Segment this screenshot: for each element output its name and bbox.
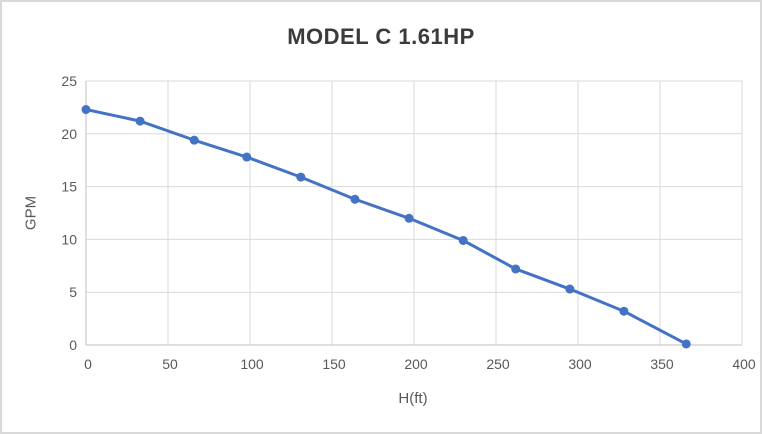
data-line bbox=[84, 108, 688, 346]
data-point-marker bbox=[681, 339, 691, 349]
data-point-marker bbox=[565, 284, 575, 294]
data-point-marker bbox=[189, 135, 199, 145]
x-tick-label: 200 bbox=[404, 356, 428, 372]
data-point-marker bbox=[458, 235, 468, 245]
x-tick-label: 250 bbox=[486, 356, 510, 372]
data-point-marker bbox=[350, 194, 360, 204]
y-tick-label: 0 bbox=[69, 337, 77, 353]
x-tick-label: 100 bbox=[240, 356, 264, 372]
x-tick-label: 400 bbox=[732, 356, 756, 372]
x-tick-label: 0 bbox=[84, 356, 92, 372]
chart-title: MODEL C 1.61HP bbox=[287, 24, 475, 49]
x-tick-label: 150 bbox=[322, 356, 346, 372]
y-tick-label: 5 bbox=[69, 284, 77, 300]
data-point-marker bbox=[404, 213, 414, 223]
y-tick-label: 25 bbox=[61, 73, 77, 89]
x-tick-label: 350 bbox=[650, 356, 674, 372]
data-point-marker bbox=[619, 306, 629, 316]
y-tick-label: 15 bbox=[61, 179, 77, 195]
data-point-marker bbox=[296, 172, 306, 182]
x-tick-label: 300 bbox=[568, 356, 592, 372]
x-axis-label: H(ft) bbox=[398, 390, 428, 407]
y-tick-label: 10 bbox=[61, 231, 77, 247]
data-point-marker bbox=[242, 152, 252, 162]
y-axis-label: GPM bbox=[22, 195, 40, 231]
x-tick-label: 50 bbox=[162, 356, 178, 372]
y-tick-label: 20 bbox=[61, 126, 77, 142]
data-point-marker bbox=[81, 105, 91, 115]
data-point-marker bbox=[511, 264, 521, 274]
data-point-marker bbox=[135, 116, 145, 126]
